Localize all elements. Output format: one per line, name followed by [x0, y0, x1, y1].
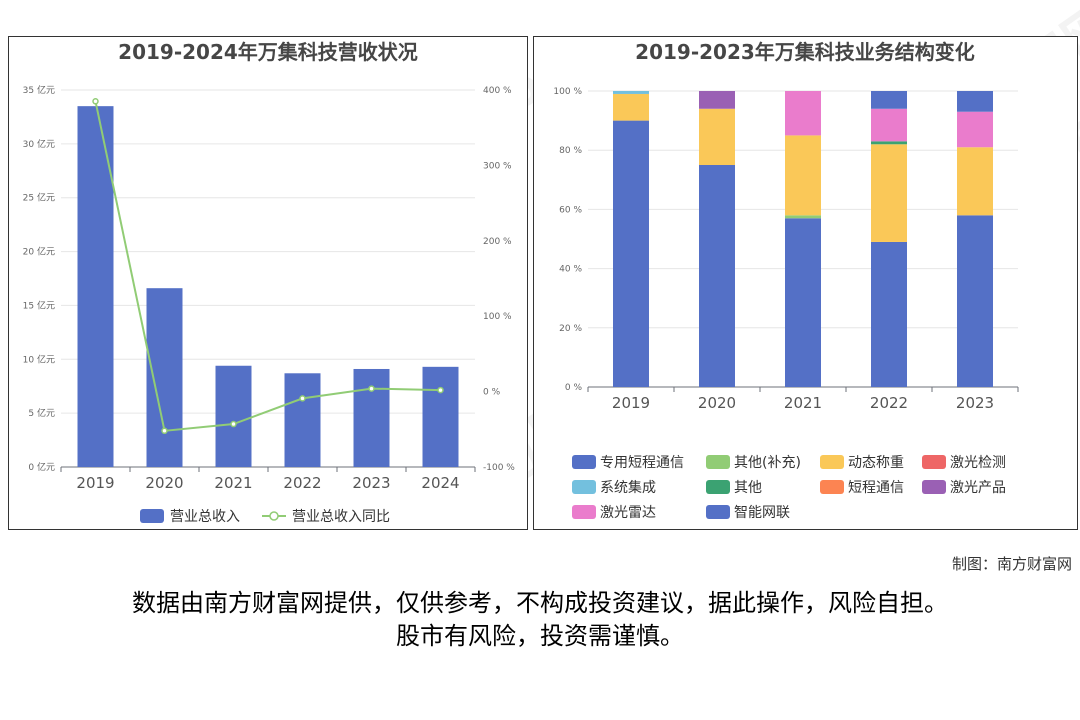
legend-label-revenue: 营业总收入 [170, 509, 240, 525]
left-axis-tick-label: 5 亿元 [28, 407, 55, 419]
disclaimer-line-2: 股市有风险，投资需谨慎。 [396, 622, 684, 650]
legend-label: 其他 [734, 480, 762, 496]
left-axis-tick-label: 35 亿元 [23, 84, 55, 96]
chart-title: 2019-2024年万集科技营收状况 [118, 40, 418, 64]
yoy-point [299, 395, 306, 402]
legend-swatch [706, 505, 730, 519]
stacked-segment [871, 108, 907, 142]
stacked-segment [785, 91, 821, 136]
stacked-segment [957, 111, 993, 148]
x-axis-tick-label: 2023 [352, 474, 390, 492]
legend-label: 激光检测 [950, 454, 1006, 471]
legend-swatch [820, 480, 844, 494]
legend-label: 其他(补充) [734, 455, 801, 471]
y-axis-tick-label: 80 % [559, 146, 582, 156]
stacked-segment [871, 241, 907, 387]
yoy-point [230, 420, 237, 428]
legend-label: 智能网联 [734, 505, 790, 521]
revenue-bar [77, 106, 114, 468]
legend-label: 激光产品 [950, 479, 1006, 496]
left-axis-tick-label: 20 亿元 [23, 246, 55, 258]
stacked-segment [699, 108, 735, 165]
y-axis-tick-label: 100 % [553, 87, 582, 97]
legend-swatch [820, 455, 844, 469]
stacked-segment [613, 120, 649, 387]
x-axis-tick-label: 2019 [76, 474, 114, 492]
legend-label: 系统集成 [600, 479, 656, 496]
stacked-segment [613, 91, 649, 94]
revenue-chart: 2019-2024年万集科技营收状况 0 亿元 5 亿元 10 亿元 15 亿元 20 亿… [23, 40, 516, 525]
business-structure-chart-panel: 2019-2023年万集科技业务结构变化 0 % 20 % 40 % 60 % 80 % 1… [533, 36, 1078, 530]
y-axis-tick-label: 0 % [565, 383, 583, 393]
left-axis-tick-label: 10 亿元 [23, 353, 55, 365]
revenue-bar [284, 373, 321, 467]
revenue-bar [353, 368, 390, 467]
stacked-segment [871, 144, 907, 242]
legend-label: 激光雷达 [600, 504, 656, 521]
right-axis-tick-label: -100 % [483, 463, 515, 473]
right-axis-tick-label: 300 % [483, 161, 512, 171]
x-axis-tick-label: 2019 [612, 394, 650, 412]
y-axis-tick-label: 60 % [559, 205, 582, 215]
yoy-point [437, 386, 444, 394]
stacked-segment [871, 91, 907, 109]
legend-label: 专用短程通信 [600, 455, 684, 471]
right-axis-tick-label: 100 % [483, 312, 512, 322]
yoy-point [92, 98, 99, 105]
y-axis-tick-label: 40 % [559, 265, 582, 275]
stacked-segment [613, 93, 649, 121]
stacked-segment [957, 147, 993, 216]
right-axis-tick-label: 0 % [483, 388, 501, 398]
legend-label-yoy: 营业总收入同比 [292, 509, 390, 525]
x-axis-tick-label: 2020 [145, 474, 183, 492]
stacked-segment [699, 165, 735, 387]
legend-swatch [572, 455, 596, 469]
legend-swatch [706, 480, 730, 494]
legend-label: 短程通信 [848, 480, 904, 496]
yoy-line [94, 101, 441, 432]
legend-swatch [572, 505, 596, 519]
x-axis-tick-label: 2021 [784, 394, 822, 412]
right-axis-tick-label: 400 % [483, 86, 512, 96]
right-axis-tick-label: 200 % [483, 237, 512, 247]
stacked-segment [785, 135, 821, 216]
disclaimer-line-1: 数据由南方财富网提供，仅供参考，不构成投资建议，据此操作，风险自担。 [132, 589, 948, 617]
stacked-segment [871, 141, 907, 145]
x-axis-tick-label: 2020 [698, 394, 736, 412]
left-axis-tick-label: 0 亿元 [28, 461, 55, 473]
x-axis-tick-label: 2021 [214, 474, 252, 492]
legend-swatch [922, 455, 946, 469]
revenue-bar [146, 288, 183, 467]
y-axis-tick-label: 20 % [559, 324, 582, 334]
yoy-point [161, 427, 168, 435]
revenue-chart-panel: 2019-2024年万集科技营收状况 0 亿元 5 亿元 10 亿元 15 亿元 20 亿… [8, 36, 528, 530]
legend-swatch-yoy-marker [269, 511, 279, 521]
stacked-segment [957, 91, 993, 112]
x-axis-tick-label: 2024 [421, 474, 459, 492]
stacked-segment [785, 218, 821, 387]
x-axis-tick-label: 2023 [956, 394, 994, 412]
legend-swatch [922, 480, 946, 494]
business-structure-chart: 2019-2023年万集科技业务结构变化 0 % 20 % 40 % 60 % 80 % 1… [553, 40, 1019, 521]
left-axis-tick-label: 25 亿元 [23, 192, 55, 204]
chart-title: 2019-2023年万集科技业务结构变化 [635, 40, 975, 64]
left-axis-tick-label: 30 亿元 [23, 138, 55, 150]
stacked-segment [699, 91, 735, 109]
x-axis-tick-label: 2022 [283, 474, 321, 492]
legend-swatch-revenue [140, 509, 164, 523]
left-axis-tick-label: 15 亿元 [23, 299, 55, 311]
x-axis-tick-label: 2022 [870, 394, 908, 412]
chart-credit: 制图：南方财富网 [951, 555, 1072, 573]
stacked-segment [957, 215, 993, 387]
revenue-bar [215, 365, 252, 467]
revenue-bar [422, 366, 459, 467]
legend-swatch [706, 455, 730, 469]
yoy-point [368, 385, 375, 392]
legend-label: 动态称重 [848, 455, 904, 471]
stacked-segment [785, 215, 821, 219]
legend-swatch [572, 480, 596, 494]
